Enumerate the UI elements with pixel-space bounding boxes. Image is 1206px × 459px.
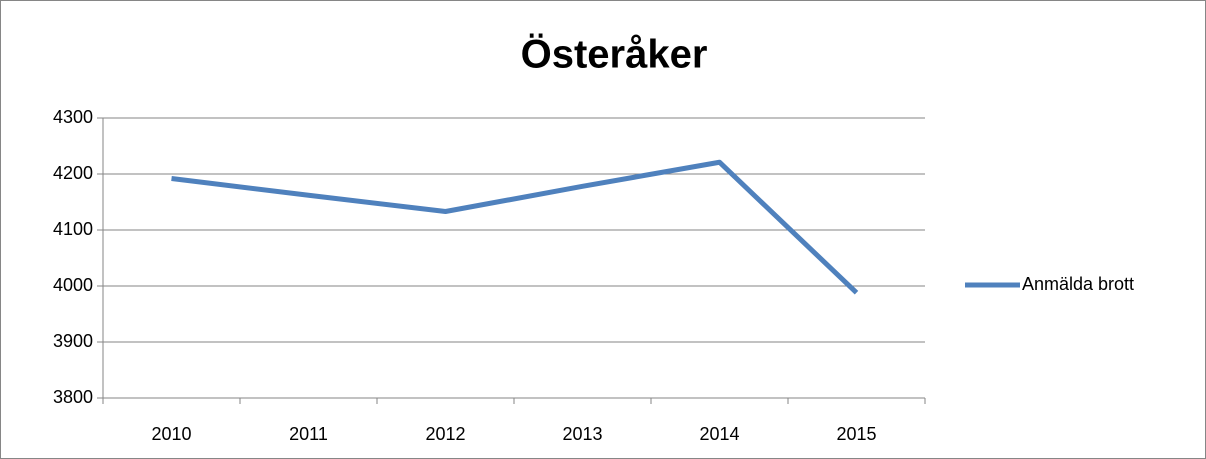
- y-tick-label: 4200: [53, 163, 93, 183]
- line-series: [171, 159, 859, 295]
- x-tick-label: 2014: [699, 424, 739, 444]
- x-tick-label: 2015: [836, 424, 876, 444]
- chart-title: Österåker: [521, 32, 708, 77]
- y-tick-label: 4000: [53, 275, 93, 295]
- x-tick-label: 2012: [425, 424, 465, 444]
- x-tick-label: 2013: [562, 424, 602, 444]
- y-tick-label: 4100: [53, 219, 93, 239]
- x-tick-label: 2011: [289, 424, 328, 444]
- x-tick-label: 2010: [151, 424, 191, 444]
- y-tick-label: 4300: [53, 107, 93, 127]
- y-tick-label: 3800: [53, 387, 93, 407]
- y-tick-label: 3900: [53, 331, 93, 351]
- legend-label: Anmälda brott: [1022, 274, 1134, 294]
